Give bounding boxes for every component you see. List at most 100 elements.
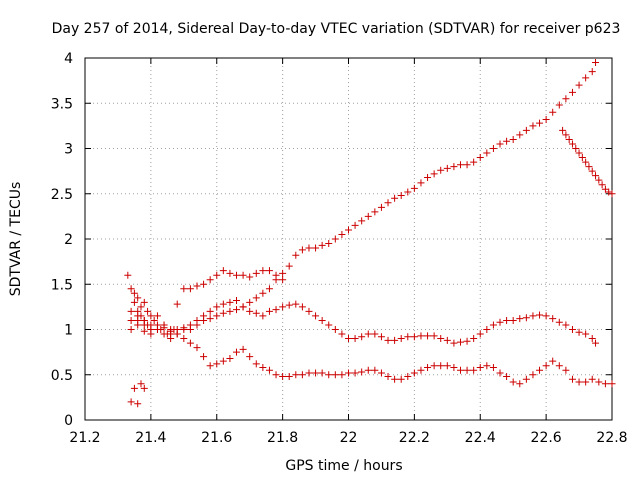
data-point-upper-wave [371,330,379,338]
data-point-early-scatter [124,271,132,279]
data-point-lower-wave [358,368,366,376]
data-point-upper-bump [233,271,241,279]
data-point-upper-wave [588,335,596,343]
grid-lines [85,58,612,420]
data-point-upper-wave [516,315,524,323]
data-point-rising [509,135,517,143]
x-axis-label: GPS time / hours [285,458,402,474]
data-point-decline [608,190,616,198]
x-tick-label: 22 [340,430,358,446]
data-point-early-scatter [147,330,155,338]
data-point-lower-wave [239,345,247,353]
data-point-rising [364,212,372,220]
data-point-rising [358,217,366,225]
data-point-lower-wave [562,366,570,374]
data-point-rising [592,59,600,67]
data-point-upper-wave [331,326,339,333]
x-tick-label: 22.8 [596,430,627,446]
data-point-decline [565,135,573,143]
data-point-upper-wave [186,321,194,329]
data-point-early-scatter [140,316,148,324]
data-point-early-scatter [134,294,142,302]
data-point-upper-wave [522,314,530,322]
data-point-early-scatter [130,289,138,297]
data-point-lower-wave [595,378,603,386]
data-point-upper-wave [397,335,405,343]
data-point-decline [578,154,586,162]
data-point-lower-wave [298,371,306,379]
data-point-decline [605,188,613,196]
data-point-lower-wave [489,364,497,372]
y-tick-label: 2.5 [51,187,73,203]
data-point-lower-wave [226,354,234,362]
data-point-upper-wave [213,303,221,311]
data-point-decline [598,181,606,189]
data-point-lower-wave [536,366,544,374]
data-point-rising [417,179,425,187]
data-point-upper-wave [496,318,504,326]
data-point-upper-bump [239,271,247,279]
data-point-rising [206,315,214,323]
data-point-lower-wave [483,362,491,370]
data-point-rising [371,208,379,216]
data-point-upper-wave [483,326,491,333]
data-point-rising [345,226,352,234]
data-point-lower-wave [470,366,478,374]
data-point-lower-wave [417,366,425,374]
data-point-rising [522,126,530,134]
data-point-decline [588,167,596,175]
data-point-early-scatter [157,326,165,333]
data-point-early-scatter [163,330,171,338]
data-point-upper-wave [437,335,445,343]
data-point-rising [410,184,418,192]
data-point-lower-wave [292,371,300,379]
data-point-lower-wave [364,366,372,374]
data-point-lower-wave [265,366,273,374]
data-point-rising [252,294,260,302]
data-point-early-scatter [130,298,138,306]
data-point-lower-wave [134,316,142,324]
data-point-lower-wave [259,364,267,372]
data-point-lower-wave [219,357,227,365]
x-tick-label: 22.2 [399,430,430,446]
data-point-lower-wave [424,364,432,372]
data-point-decline [585,163,593,171]
data-point-upper-wave [529,312,537,320]
data-point-upper-wave [292,300,300,308]
data-point-upper-wave [358,333,366,341]
data-point-rising [529,122,537,130]
data-point-upper-wave [443,336,451,344]
data-point-upper-wave [279,303,287,311]
data-point-early-scatter [137,303,145,311]
data-point-lower-wave [608,380,616,388]
data-point-upper-wave [377,333,385,341]
data-point-rising [516,131,524,139]
data-point-rising [450,163,458,171]
data-point-upper-wave [450,339,458,347]
data-point-lower-wave [272,371,280,379]
data-point-rising [568,88,576,96]
data-point-upper-wave [180,326,188,333]
data-point-upper-wave [410,333,418,341]
data-point-lower-wave [496,369,504,377]
data-point-lower-wave [476,364,484,372]
data-point-decline [559,126,567,134]
data-point-lower-wave [503,373,511,381]
data-point-rising [562,95,570,103]
data-point-rising [384,199,392,207]
data-point-upper-wave [575,328,583,336]
data-point-low-outliers [140,384,148,392]
data-point-upper-wave [298,303,306,311]
data-point-lower-wave [397,375,405,383]
data-point-rising [463,161,471,169]
data-point-early-scatter [137,312,145,320]
data-point-upper-wave [509,316,517,324]
y-axis-label: SDTVAR / TECUs [8,182,24,297]
data-point-rising [470,158,478,166]
x-tick-label: 21.8 [267,430,298,446]
data-point-lower-wave [516,380,524,388]
data-point-upper-bump [265,267,273,275]
data-point-rising [140,327,148,335]
data-point-early-scatter [160,321,168,329]
